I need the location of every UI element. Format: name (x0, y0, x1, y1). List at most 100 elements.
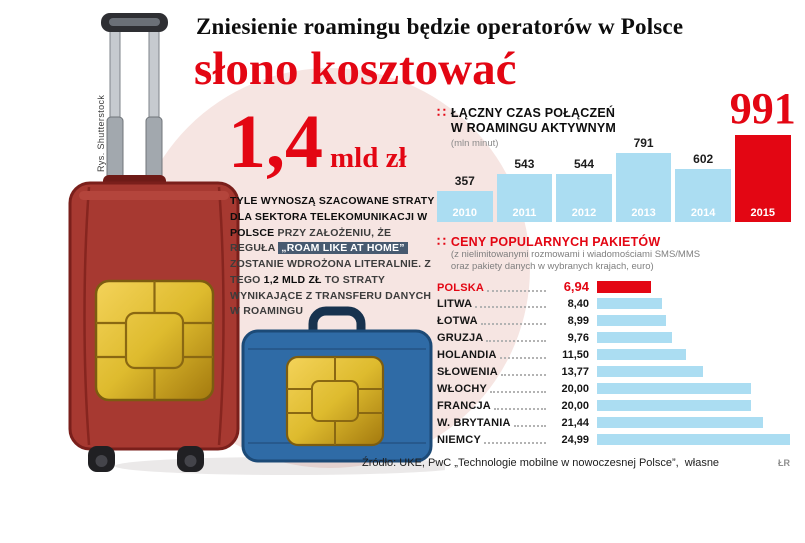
illustration-credit: Rys. Shutterstock (96, 94, 106, 172)
time-chart-year-label: 2011 (512, 207, 537, 219)
time-chart-value: 543 (514, 157, 535, 171)
dotted-leader (513, 424, 546, 427)
price-bar (597, 383, 751, 394)
time-chart-year-label: 2013 (631, 207, 656, 219)
price-row-left: ŁOTWA 8,99 (437, 315, 589, 327)
price-value: 13,77 (561, 365, 589, 378)
time-chart-value: 544 (573, 157, 594, 171)
price-row-left: WŁOCHY 20,00 (437, 383, 589, 395)
time-chart-unit: (mln minut) (450, 138, 499, 149)
loss-desc-bold: TYLE WYNOSZĄ SZACOWANE STRATY DLA SEKTOR… (230, 195, 435, 239)
roam-like-at-home-highlight: „ROAM LIKE AT HOME” (278, 242, 408, 255)
price-chart-row: W. BRYTANIA 21,44 (437, 414, 790, 431)
price-chart-title: CENY POPULARNYCH PAKIETÓW (450, 235, 661, 249)
loss-desc-text: PRZY ZAŁOŻENIU, ŻE REGUŁA (230, 226, 392, 255)
time-chart-title-line2: W ROAMINGU AKTYWNYM (450, 121, 617, 135)
price-bar (597, 298, 662, 309)
time-chart-value: 791 (633, 136, 654, 150)
loss-description: TYLE WYNOSZĄ SZACOWANE STRATY DLA SEKTOR… (230, 194, 438, 320)
price-chart-row: POLSKA 6,94 (437, 278, 790, 295)
price-chart-row: LITWA 8,40 (437, 295, 790, 312)
section-bullet-icon: ∷ (437, 233, 446, 249)
price-value: 8,99 (567, 314, 589, 327)
dotted-leader (490, 390, 546, 393)
time-chart-bar: 2012 (556, 174, 612, 222)
price-row-left: LITWA 8,40 (437, 298, 589, 310)
price-chart-row: HOLANDIA 11,50 (437, 346, 790, 363)
price-bar (597, 400, 751, 411)
time-chart-year-label: 2012 (571, 207, 597, 219)
time-chart-year-label: 2010 (452, 207, 478, 219)
price-value: 20,00 (561, 382, 589, 395)
price-chart-title-block: CENY POPULARNYCH PAKIETÓW (z nielimitowa… (451, 235, 700, 274)
time-chart-year-label: 2015 (750, 207, 775, 219)
time-chart-column: 602 2014 (675, 152, 731, 222)
price-chart-row: GRUZJA 9,76 (437, 329, 790, 346)
sim-suitcases-illustration (68, 13, 445, 475)
author-initials: ŁR (778, 458, 790, 468)
time-chart-title-line1: ŁĄCZNY CZAS POŁĄCZEŃ (450, 106, 616, 120)
price-country-label: NIEMCY (437, 433, 481, 446)
loss-desc-text: ZOSTANIE WDROŻONA LITERALNIE. Z TEGO (230, 258, 432, 286)
price-chart-row: WŁOCHY 20,00 (437, 380, 790, 397)
price-row-left: FRANCJA 20,00 (437, 400, 589, 412)
price-value: 6,94 (563, 279, 589, 294)
price-value: 11,50 (562, 348, 589, 361)
time-chart-bar: 2015 (734, 135, 791, 222)
price-bar (597, 434, 790, 445)
price-chart-row: ŁOTWA 8,99 (437, 312, 790, 329)
price-country-label: HOLANDIA (437, 348, 497, 361)
time-chart-bar: 2011 (496, 174, 553, 222)
price-country-label: SŁOWENIA (437, 365, 498, 378)
dotted-leader (483, 441, 546, 444)
source-note: Źródło: UKE, PwC „Technologie mobilne w … (362, 457, 720, 469)
price-country-label: POLSKA (437, 282, 485, 294)
time-chart-column: 544 2012 (556, 157, 612, 222)
price-row-left: W. BRYTANIA 21,44 (437, 417, 589, 429)
loss-desc-amount: 1,2 MLD ZŁ (263, 273, 322, 286)
time-chart-bar: 2010 (437, 191, 493, 222)
price-value: 20,00 (561, 399, 589, 412)
price-bar (597, 417, 763, 428)
headline-line2: słono kosztować (194, 43, 517, 95)
dotted-leader (480, 322, 546, 325)
price-country-label: ŁOTWA (437, 314, 478, 327)
time-chart-column: 991 2015 (730, 87, 796, 222)
price-chart-row: NIEMCY 24,99 (437, 431, 790, 448)
blue-sim-chip (285, 355, 385, 447)
headline-line1: Zniesienie roamingu będzie operatorów w … (196, 14, 684, 39)
price-bar (597, 280, 651, 293)
price-chart-rows: POLSKA 6,94 LITWA 8,40 ŁOTWA 8,99 GRUZJA 9,76 HO… (437, 278, 790, 448)
time-chart-column: 543 2011 (496, 157, 553, 222)
red-sim-chip (94, 279, 215, 402)
price-bar (597, 366, 703, 377)
price-value: 24,99 (561, 433, 589, 446)
dotted-leader (487, 290, 546, 292)
dotted-leader (475, 305, 546, 308)
time-chart-highlight-value: 991 (729, 84, 796, 134)
dotted-leader (493, 407, 546, 410)
dotted-leader (499, 356, 546, 359)
time-chart-header: ∷ ŁĄCZNY CZAS POŁĄCZEŃ W ROAMINGU AKTYWN… (437, 105, 617, 149)
loss-amount: 1,4 mld zł (228, 100, 407, 184)
time-chart-value: 357 (454, 174, 475, 188)
price-value: 9,76 (567, 331, 589, 344)
price-row-left: GRUZJA 9,76 (437, 332, 589, 344)
time-chart-bar: 2014 (675, 169, 731, 222)
price-value: 21,44 (561, 416, 589, 429)
price-chart-header: ∷ CENY POPULARNYCH PAKIETÓW (z nielimito… (437, 233, 700, 274)
price-bar (597, 332, 672, 343)
price-country-label: LITWA (437, 297, 473, 310)
dotted-leader (486, 339, 546, 342)
red-suitcase-telescopic-handle (101, 13, 168, 192)
loss-amount-unit: mld zł (330, 142, 407, 174)
loss-amount-value: 1,4 (228, 100, 323, 184)
price-chart-row: SŁOWENIA 13,77 (437, 363, 790, 380)
time-chart-bars: 357 2010 543 2011 544 2012 791 2013 602 2014 991 20… (437, 80, 796, 222)
price-row-left: SŁOWENIA 13,77 (437, 366, 589, 378)
time-chart-bar: 2013 (615, 153, 672, 222)
price-value: 8,40 (567, 297, 589, 310)
time-chart-value: 602 (693, 152, 714, 166)
price-chart-row: FRANCJA 20,00 (437, 397, 790, 414)
